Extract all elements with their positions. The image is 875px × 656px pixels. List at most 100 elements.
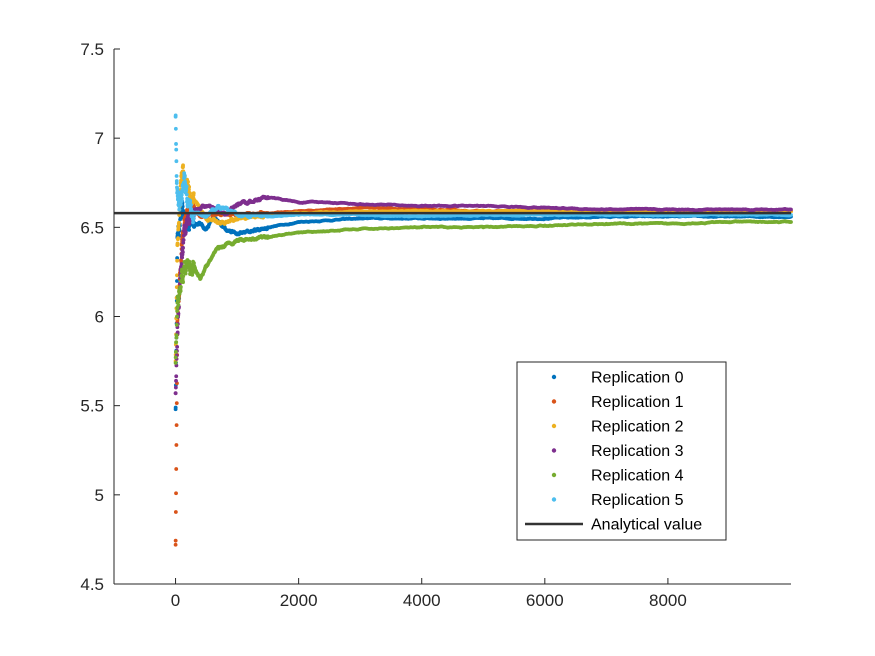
legend-marker (551, 374, 557, 380)
y-tick-label: 5.5 (80, 397, 104, 416)
series-dot (180, 255, 185, 260)
series-dot (787, 213, 792, 218)
data-point (173, 542, 178, 547)
series-dot (180, 250, 185, 255)
plot-area (114, 113, 793, 547)
series-dot (177, 220, 181, 225)
series-dot (175, 314, 179, 319)
series-dot (192, 261, 196, 265)
series-dot (174, 423, 179, 428)
series-dot (176, 295, 181, 300)
x-tick-label: 4000 (403, 591, 441, 610)
series-dot (173, 391, 178, 396)
series-dot (191, 191, 196, 196)
series-dot (187, 221, 192, 226)
x-tick-label: 8000 (649, 591, 687, 610)
series-dot (179, 262, 184, 266)
series-dot (174, 333, 179, 338)
series-dot (175, 242, 180, 246)
series-dot (181, 245, 185, 250)
series-dot (174, 174, 179, 178)
legend-label: Replication 2 (591, 419, 684, 436)
series-dot (178, 285, 183, 289)
series-dot (184, 268, 188, 273)
y-tick-label: 4.5 (80, 575, 104, 594)
series-dot (175, 309, 180, 313)
y-tick-label: 5 (95, 486, 104, 505)
series-dot (175, 344, 180, 349)
axes: 4.5 5 5.5 6 6.5 7 7.5 0 2000 4000 6000 8000 (80, 40, 791, 610)
data-point (177, 207, 182, 212)
series-dot (174, 340, 179, 345)
series-dot (174, 181, 179, 186)
series-dot (175, 273, 179, 278)
series-dot (187, 227, 192, 232)
legend-label: Replication 5 (591, 492, 684, 509)
x-tick-label: 2000 (280, 591, 318, 610)
series-dot (174, 401, 179, 406)
y-tick-label: 7.5 (80, 40, 104, 59)
series-dot (175, 256, 180, 260)
series-dot (174, 491, 178, 496)
series-dot (183, 271, 188, 276)
series-dot (173, 405, 178, 410)
series-dot (181, 274, 186, 279)
series-dot (190, 272, 195, 277)
legend-label: Replication 3 (591, 443, 684, 460)
series-dot (178, 202, 183, 207)
series-4 (173, 219, 793, 365)
series-dot (174, 322, 179, 327)
legend-label: Analytical value (591, 517, 702, 534)
y-tick-label: 6.5 (80, 218, 104, 237)
series-dot (174, 467, 179, 471)
data-point (173, 360, 178, 365)
series-dot (787, 207, 792, 212)
y-tick-label: 7 (95, 129, 104, 148)
series-dot (191, 216, 196, 220)
series-dot (181, 280, 185, 285)
series-dot (173, 538, 178, 543)
series-dot (174, 443, 179, 447)
series-dot (174, 147, 179, 152)
series-dot (174, 374, 179, 379)
series-dot (181, 237, 186, 242)
series-dot (187, 259, 192, 264)
series-dot (182, 173, 187, 178)
legend-label: Replication 4 (591, 468, 684, 485)
series-dot (787, 220, 792, 224)
series-dot (174, 142, 178, 146)
series-dot (173, 385, 178, 390)
series-2 (173, 163, 793, 363)
series-dot (173, 113, 178, 118)
series-dot (184, 192, 189, 197)
series-dot (188, 198, 193, 203)
series-dot (178, 289, 183, 293)
legend-label: Replication 1 (591, 394, 684, 411)
legend-marker (551, 497, 557, 502)
series-dot (184, 188, 189, 193)
y-tick-label: 6 (95, 308, 104, 327)
series-dot (176, 236, 180, 241)
series-dot (191, 220, 195, 225)
x-tick-label: 6000 (526, 591, 564, 610)
series-dot (174, 378, 178, 383)
legend-marker (551, 423, 557, 429)
series-dot (175, 258, 180, 263)
series-dot (174, 159, 179, 164)
series-dot (184, 184, 189, 189)
legend: Replication 0 Replication 1 Replication 2 R… (516, 361, 727, 541)
series-dot (173, 126, 178, 131)
series-dot (180, 196, 184, 201)
series-dot (173, 510, 178, 514)
series-dot (174, 285, 179, 290)
series-dot (188, 191, 192, 196)
series-dot (176, 303, 181, 307)
legend-label: Replication 0 (591, 370, 684, 387)
legend-marker (551, 472, 557, 478)
legend-marker (551, 448, 557, 453)
series-dot (186, 179, 190, 184)
series-dot (175, 330, 180, 335)
x-tick-label: 0 (171, 591, 180, 610)
legend-box (516, 361, 727, 541)
